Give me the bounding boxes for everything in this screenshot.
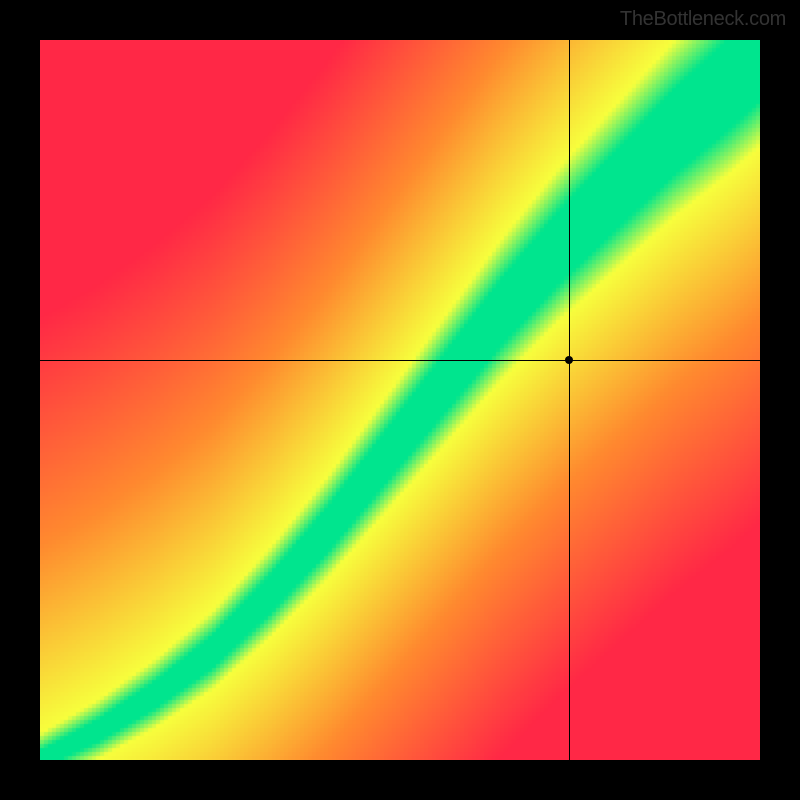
plot-area: [40, 40, 760, 760]
crosshair-horizontal: [40, 360, 760, 361]
watermark-text: TheBottleneck.com: [620, 8, 786, 31]
marker-dot: [565, 356, 573, 364]
chart-container: TheBottleneck.com: [0, 0, 800, 800]
heatmap-canvas: [40, 40, 760, 760]
crosshair-vertical: [569, 40, 570, 760]
